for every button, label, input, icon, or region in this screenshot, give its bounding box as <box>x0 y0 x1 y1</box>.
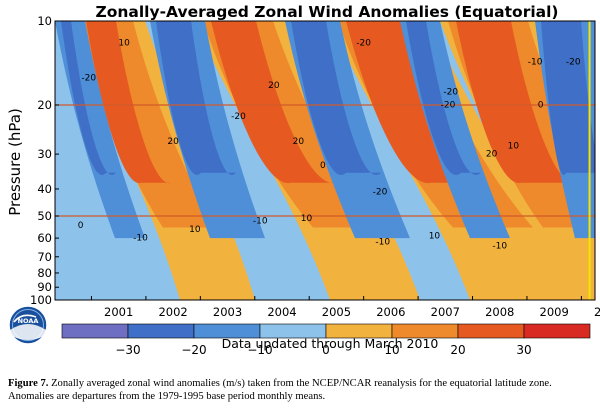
contour-label: -20 <box>373 187 388 197</box>
y-tick-label: 50 <box>37 209 52 223</box>
colorbar-tick-label: −10 <box>247 343 272 357</box>
contour-label: -10 <box>133 234 148 244</box>
contour-label: -20 <box>81 73 96 83</box>
colorbar-swatch <box>61 323 129 339</box>
colorbar: −30 −20 −10 0 10 20 30 <box>61 323 591 357</box>
colorbar-swatch <box>457 323 525 339</box>
y-tick-label: 90 <box>37 280 52 294</box>
contour-label: 0 <box>320 161 326 171</box>
reference-lines <box>55 21 595 300</box>
x-tick-label: 2010 <box>594 305 600 319</box>
westerly-band-20 <box>211 21 336 184</box>
caption-text: Zonally averaged zonal wind anomalies (m… <box>8 378 552 402</box>
contour-labels: 10 -20 20 -20 20 20 0 -20 -20 -20 -20 20 10 0 -10 -20 0 -… <box>78 39 581 252</box>
contour-label: 20 <box>293 137 305 147</box>
x-tick-label: 2006 <box>376 305 405 319</box>
contour-label: 10 <box>429 232 441 242</box>
x-tick-label: 2005 <box>322 305 351 319</box>
colorbar-tick-label: 10 <box>384 343 399 357</box>
colorbar-swatch <box>259 323 327 339</box>
colorbar-tick-label: −20 <box>181 343 206 357</box>
contour-label: -10 <box>375 238 390 248</box>
contour-label: -10 <box>253 216 268 226</box>
colorbar-tick-label: −30 <box>115 343 140 357</box>
update-note: Data updated through March 2010 <box>222 336 439 351</box>
x-tick-label: 2003 <box>213 305 242 319</box>
y-axis-label: Pressure (hPa) <box>6 108 24 216</box>
x-tick-label: 2004 <box>267 305 296 319</box>
x-tick-label: 2009 <box>540 305 569 319</box>
anomaly-field <box>55 21 595 300</box>
y-tick-label: 60 <box>37 231 52 245</box>
colorbar-swatch <box>391 323 459 339</box>
contour-label: -10 <box>492 241 507 251</box>
contour-label: 10 <box>301 214 313 224</box>
x-axis-ticks: 2001 2002 2003 2004 2005 2006 2007 2008 2009 2010 <box>90 296 600 319</box>
y-tick-label: 40 <box>37 182 52 196</box>
easterly-band-20 <box>156 21 236 175</box>
colorbar-swatch <box>193 323 261 339</box>
easterly-band-20 <box>291 21 381 175</box>
y-tick-label: 10 <box>37 14 52 28</box>
contour-label: -20 <box>566 57 581 67</box>
colorbar-swatch <box>127 323 195 339</box>
caption-label: Figure 7. <box>8 378 49 389</box>
y-tick-label: 30 <box>37 147 52 161</box>
figure-caption: Figure 7. Zonally averaged zonal wind an… <box>8 378 594 403</box>
x-tick-label: 2008 <box>485 305 514 319</box>
chart-title: Zonally-Averaged Zonal Wind Anomalies (E… <box>95 3 558 21</box>
contour-label: 20 <box>486 150 498 160</box>
y-tick-label: 80 <box>37 266 52 280</box>
easterly-band-20 <box>406 21 481 175</box>
plot-area <box>55 21 595 300</box>
contour-label: -20 <box>443 88 458 98</box>
contour-label: -20 <box>231 112 246 122</box>
noaa-logo: NOAA <box>8 305 48 345</box>
contour-label: 10 <box>508 141 520 151</box>
colorbar-swatch <box>523 323 591 339</box>
colorbar-tick-label: 0 <box>322 343 330 357</box>
noaa-logo-text: NOAA <box>18 317 39 325</box>
contour-label: -20 <box>441 100 456 110</box>
y-tick-label: 100 <box>30 293 52 307</box>
colorbar-swatch <box>325 323 393 339</box>
contour-label: 0 <box>78 221 84 231</box>
westerly-band-20 <box>456 21 576 184</box>
contour-label: 0 <box>538 100 544 110</box>
easterly-band-20 <box>541 21 595 175</box>
colorbar-tick-label: 30 <box>516 343 531 357</box>
y-tick-label: 70 <box>37 250 52 264</box>
westerly-band-20 <box>346 21 486 184</box>
westerly-band-20 <box>86 21 171 184</box>
y-tick-label: 20 <box>37 98 52 112</box>
plot-frame <box>54 20 596 301</box>
x-tick-label: 2002 <box>158 305 187 319</box>
easterly-band-20 <box>61 21 116 175</box>
contour-label: 20 <box>167 137 179 147</box>
x-tick-label: 2007 <box>431 305 460 319</box>
contour-label: 10 <box>118 39 130 49</box>
x-tick-label: 2001 <box>104 305 133 319</box>
colorbar-tick-label: 20 <box>450 343 465 357</box>
contour-label: 20 <box>268 81 280 91</box>
contour-label: -20 <box>356 39 371 49</box>
contour-label: -10 <box>528 57 543 67</box>
contour-label: 10 <box>189 225 201 235</box>
